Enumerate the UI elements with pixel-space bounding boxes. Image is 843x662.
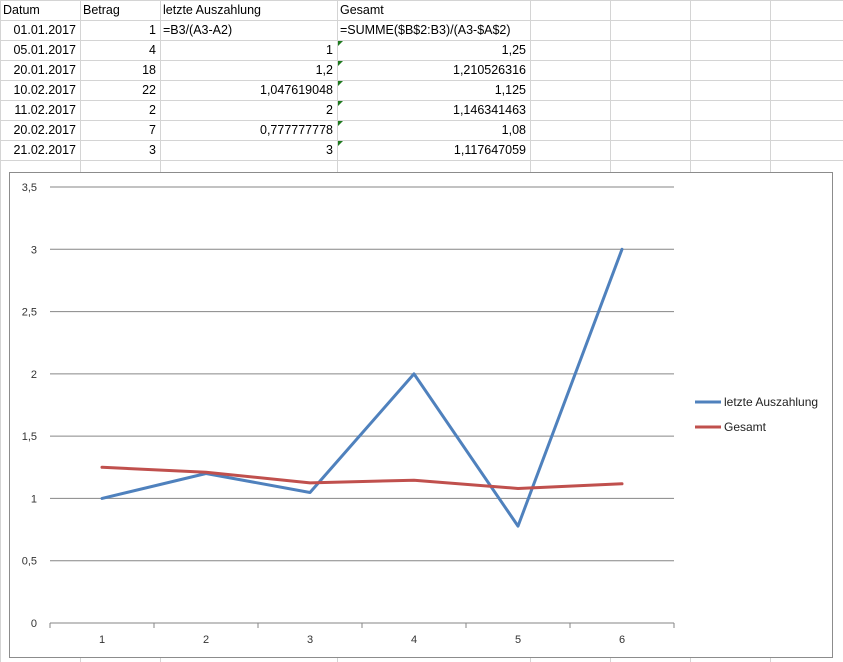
cell-betrag[interactable]: 3 <box>149 143 156 157</box>
y-tick-label: 3,5 <box>22 182 37 194</box>
x-tick-label: 4 <box>411 634 417 646</box>
legend-label: letzte Auszahlung <box>724 395 818 409</box>
error-indicator-icon[interactable] <box>338 61 343 66</box>
row-gridline <box>0 100 843 101</box>
x-tick-label: 2 <box>203 634 209 646</box>
cell-betrag[interactable]: 22 <box>142 83 156 97</box>
x-tick-label: 5 <box>515 634 521 646</box>
cell-letzte-auszahlung[interactable]: =B3/(A3-A2) <box>163 23 233 37</box>
cell-gesamt[interactable]: 1,08 <box>501 123 526 137</box>
cell-betrag[interactable]: 4 <box>149 43 156 57</box>
error-indicator-icon[interactable] <box>338 121 343 126</box>
chart-svg: 0 0,5 1 1,5 2 2,5 3 3,5 1 2 3 4 5 6 letzte Auszahlung G… <box>22 182 818 646</box>
header-datum[interactable]: Datum <box>3 3 40 17</box>
cell-gesamt[interactable]: 1,117647059 <box>453 143 526 157</box>
y-tick-label: 1 <box>31 493 37 505</box>
cell-betrag[interactable]: 7 <box>149 123 156 137</box>
header-betrag[interactable]: Betrag <box>83 3 120 17</box>
cell-letzte-auszahlung[interactable]: 0,777777778 <box>260 123 333 137</box>
series-line-gesamt <box>100 465 624 490</box>
cell-gesamt[interactable]: 1,25 <box>501 43 526 57</box>
y-tick-label: 1,5 <box>22 431 37 443</box>
cell-gesamt[interactable]: 1,210526316 <box>453 63 526 77</box>
header-letzte-auszahlung[interactable]: letzte Auszahlung <box>163 3 261 17</box>
cell-betrag[interactable]: 2 <box>149 103 156 117</box>
error-indicator-icon[interactable] <box>338 81 343 86</box>
y-tick-label: 0 <box>31 618 37 630</box>
cell-datum[interactable]: 10.02.2017 <box>13 83 76 97</box>
error-indicator-icon[interactable] <box>338 141 343 146</box>
legend-label: Gesamt <box>724 420 767 434</box>
cell-datum[interactable]: 20.01.2017 <box>13 63 76 77</box>
cell-datum[interactable]: 01.01.2017 <box>13 23 76 37</box>
y-tick-label: 2,5 <box>22 307 37 319</box>
y-tick-label: 2 <box>31 369 37 381</box>
header-gesamt[interactable]: Gesamt <box>340 3 384 17</box>
row-gridline <box>0 20 843 21</box>
cell-datum[interactable]: 20.02.2017 <box>13 123 76 137</box>
cell-gesamt[interactable]: 1,146341463 <box>453 103 526 117</box>
cell-letzte-auszahlung[interactable]: 1,2 <box>315 63 333 77</box>
cell-betrag[interactable]: 1 <box>149 23 156 37</box>
row-gridline <box>0 160 843 161</box>
row-gridline <box>0 0 843 1</box>
row-gridline <box>0 40 843 41</box>
cell-datum[interactable]: 05.01.2017 <box>13 43 76 57</box>
cell-letzte-auszahlung[interactable]: 1,047619048 <box>260 83 333 97</box>
y-tick-label: 0,5 <box>22 556 37 568</box>
row-gridline <box>0 80 843 81</box>
error-indicator-icon[interactable] <box>338 41 343 46</box>
column-gridline <box>0 0 1 662</box>
cell-gesamt[interactable]: 1,125 <box>494 83 526 97</box>
cell-gesamt[interactable]: =SUMME($B$2:B3)/(A3-$A$2) <box>340 23 511 37</box>
cell-betrag[interactable]: 18 <box>142 63 156 77</box>
cell-letzte-auszahlung[interactable]: 1 <box>326 43 333 57</box>
x-tick-label: 3 <box>307 634 313 646</box>
line-chart[interactable]: 0 0,5 1 1,5 2 2,5 3 3,5 1 2 3 4 5 6 letzte Auszahlung G… <box>9 172 833 658</box>
cell-letzte-auszahlung[interactable]: 2 <box>326 103 333 117</box>
series-line-letzte-auszahlung <box>100 247 624 528</box>
cell-letzte-auszahlung[interactable]: 3 <box>326 143 333 157</box>
row-gridline <box>0 60 843 61</box>
x-tick-label: 6 <box>619 634 625 646</box>
row-gridline <box>0 120 843 121</box>
cell-datum[interactable]: 11.02.2017 <box>14 103 76 117</box>
x-tick-label: 1 <box>99 634 105 646</box>
error-indicator-icon[interactable] <box>338 101 343 106</box>
row-gridline <box>0 140 843 141</box>
y-tick-label: 3 <box>31 244 37 256</box>
cell-datum[interactable]: 21.02.2017 <box>13 143 76 157</box>
